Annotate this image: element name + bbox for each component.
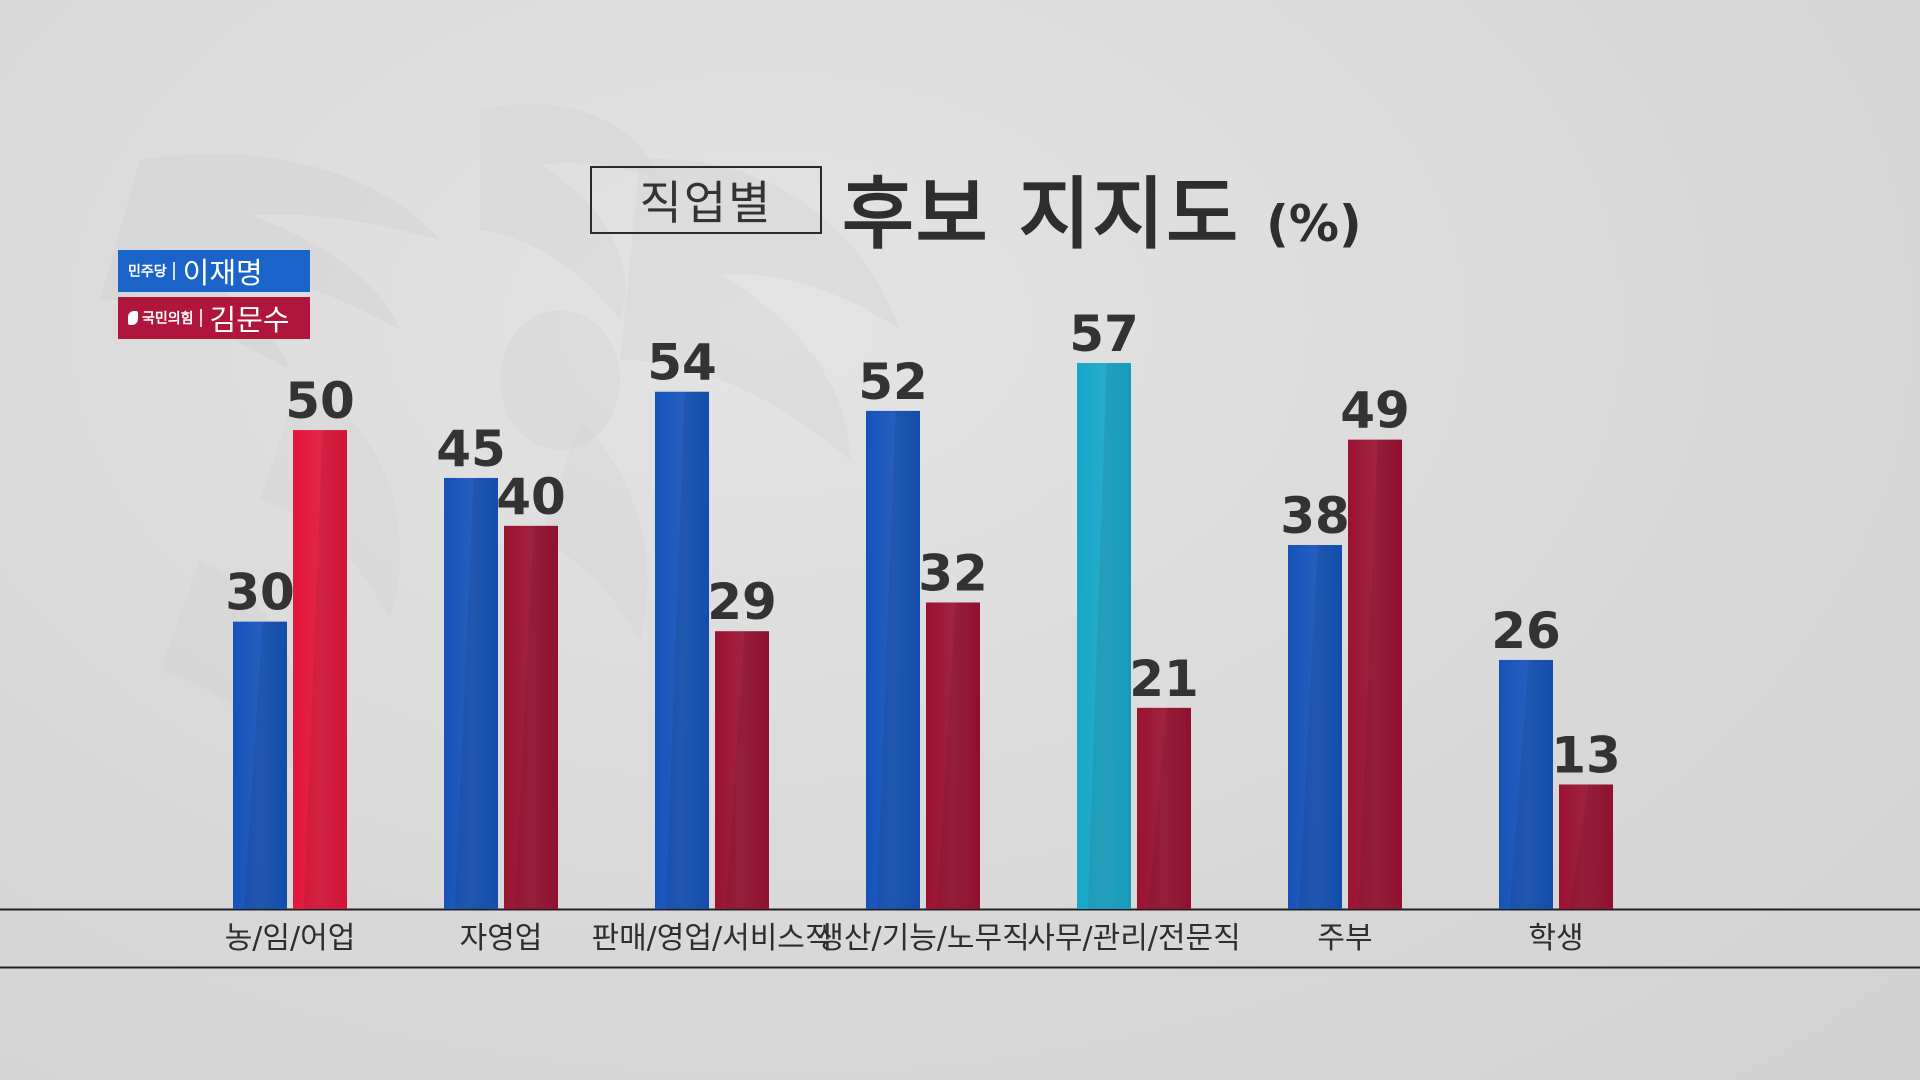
legend-separator	[172, 262, 175, 280]
value-label-kim-2: 29	[707, 573, 777, 631]
bar-shade	[514, 525, 558, 909]
legend-item-democratic: 민주당 이재명	[118, 250, 310, 292]
bar-lee-1	[444, 477, 498, 909]
legend-item-ppp: 국민의힘 김문수	[118, 297, 310, 339]
category-label-3: 생산/기능/노무직	[816, 921, 1029, 956]
legend-party-democratic: 민주당	[128, 264, 167, 280]
bar-shade	[936, 602, 980, 909]
bar-lee-6	[1499, 659, 1553, 909]
bar-kim-1	[504, 525, 558, 909]
value-label-lee-4: 57	[1069, 305, 1139, 363]
bar-kim-6	[1559, 784, 1613, 909]
value-label-lee-5: 38	[1280, 487, 1350, 545]
ppp-logo-icon	[128, 311, 138, 325]
value-label-lee-1: 45	[436, 420, 506, 478]
bar-shade	[1298, 545, 1342, 909]
bar-lee-0	[233, 621, 287, 909]
bar-lee-4	[1077, 363, 1131, 909]
value-label-kim-6: 13	[1551, 726, 1621, 784]
bar-kim-4	[1137, 707, 1191, 909]
bar-shade	[1147, 707, 1191, 909]
bar-shade	[1087, 363, 1131, 909]
category-label-2: 판매/영업/서비스직	[591, 921, 832, 956]
category-label-1: 자영업	[460, 921, 543, 956]
bar-shade	[665, 391, 709, 910]
category-label-5: 주부	[1317, 921, 1372, 956]
legend-candidate-lee: 이재명	[182, 256, 263, 290]
bar-kim-5	[1348, 439, 1402, 909]
bar-shade	[1509, 659, 1553, 909]
bar-shade	[725, 631, 769, 909]
legend-separator	[199, 309, 202, 327]
value-label-lee-6: 26	[1491, 602, 1561, 660]
value-label-kim-3: 32	[918, 544, 988, 602]
value-label-kim-1: 40	[496, 468, 566, 526]
bar-shade	[303, 430, 347, 909]
value-label-kim-5: 49	[1340, 382, 1410, 440]
bar-shade	[454, 477, 498, 909]
bar-shade	[243, 621, 287, 909]
bar-lee-3	[866, 410, 920, 909]
bar-lee-2	[655, 391, 709, 910]
chart-title: 후보 지지도 (%)	[842, 152, 1362, 260]
chart-title-unit: (%)	[1265, 195, 1362, 253]
value-label-lee-0: 30	[225, 564, 295, 622]
value-label-lee-3: 52	[858, 353, 928, 411]
value-label-kim-0: 50	[285, 372, 355, 430]
category-label-0: 농/임/어업	[225, 921, 356, 956]
bar-kim-2	[715, 631, 769, 909]
category-label-6: 학생	[1528, 921, 1583, 956]
value-label-kim-4: 21	[1129, 650, 1199, 708]
value-label-lee-2: 54	[647, 334, 717, 392]
legend-candidate-kim: 김문수	[209, 303, 290, 337]
bar-kim-3	[926, 602, 980, 909]
legend-party-ppp: 국민의힘	[142, 311, 194, 327]
bar-kim-0	[293, 430, 347, 909]
bar-shade	[876, 410, 920, 909]
title-category-text: 직업별	[639, 176, 773, 230]
title-category-box: 직업별	[590, 166, 822, 234]
bar-shade	[1569, 784, 1613, 909]
category-label-4: 사무/관리/전문직	[1027, 921, 1240, 956]
bar-lee-5	[1288, 545, 1342, 909]
bar-shade	[1358, 439, 1402, 909]
chart-title-text: 후보 지지도	[842, 170, 1240, 260]
